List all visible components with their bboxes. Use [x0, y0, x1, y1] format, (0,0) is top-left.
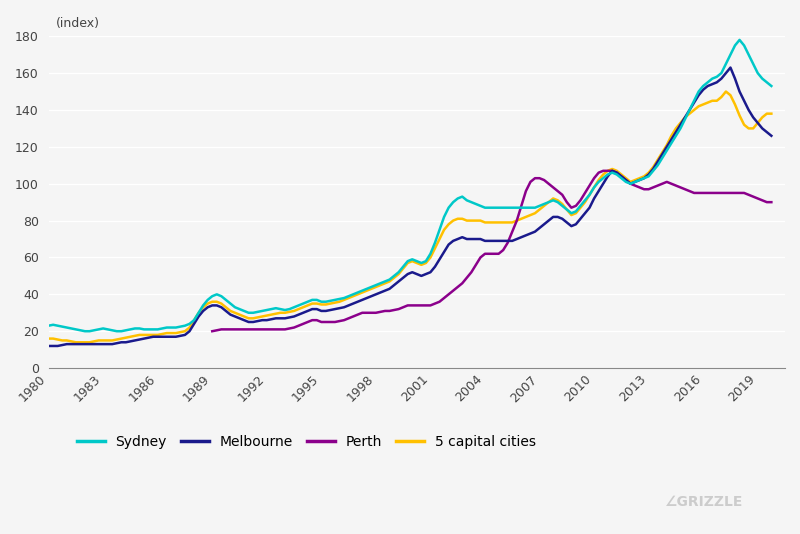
5 capital cities [639, 173, 649, 179]
Perth [453, 284, 462, 290]
Perth [207, 328, 217, 334]
Melbourne [248, 319, 258, 325]
Perth [371, 310, 381, 316]
5 capital cities [721, 88, 730, 95]
Perth [530, 175, 540, 182]
Sydney [80, 328, 90, 334]
5 capital cities [71, 339, 81, 345]
Perth [312, 317, 322, 324]
Perth [212, 327, 222, 334]
5 capital cities [739, 122, 749, 128]
5 capital cities [766, 111, 776, 117]
Sydney [639, 175, 649, 182]
Legend: Sydney, Melbourne, Perth, 5 capital cities: Sydney, Melbourne, Perth, 5 capital citi… [71, 429, 542, 454]
Perth [244, 326, 254, 333]
Perth [766, 199, 776, 206]
Sydney [448, 199, 458, 206]
Melbourne [726, 65, 735, 71]
5 capital cities [194, 310, 203, 316]
Line: Perth: Perth [212, 171, 771, 331]
Sydney [766, 83, 776, 89]
Line: Sydney: Sydney [49, 40, 771, 331]
Sydney [739, 42, 749, 49]
Melbourne [766, 132, 776, 139]
Sydney [253, 309, 262, 315]
Melbourne [512, 236, 522, 242]
5 capital cities [253, 314, 262, 320]
5 capital cities [44, 335, 54, 342]
Melbourne [444, 241, 454, 248]
Text: (index): (index) [56, 17, 100, 29]
Line: Melbourne: Melbourne [49, 68, 771, 346]
Melbourne [190, 320, 199, 327]
Sydney [734, 37, 744, 43]
Text: ∠GRIZZLE: ∠GRIZZLE [665, 495, 743, 509]
5 capital cities [517, 216, 526, 222]
Melbourne [734, 88, 744, 95]
Sydney [194, 310, 203, 316]
5 capital cities [448, 217, 458, 224]
Line: 5 capital cities: 5 capital cities [49, 91, 771, 342]
Sydney [517, 205, 526, 211]
Melbourne [634, 177, 644, 183]
Perth [598, 168, 608, 174]
Sydney [44, 323, 54, 329]
Melbourne [44, 343, 54, 349]
